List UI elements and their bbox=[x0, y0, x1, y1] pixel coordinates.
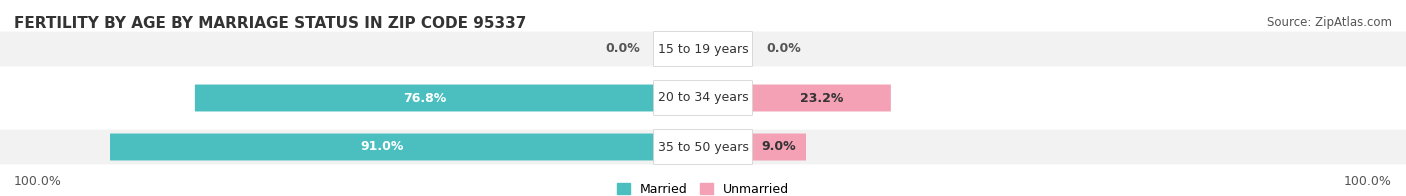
Text: 15 to 19 years: 15 to 19 years bbox=[658, 43, 748, 55]
Text: 100.0%: 100.0% bbox=[14, 175, 62, 188]
FancyBboxPatch shape bbox=[110, 133, 654, 161]
FancyBboxPatch shape bbox=[752, 133, 806, 161]
Text: 91.0%: 91.0% bbox=[360, 141, 404, 153]
Text: 9.0%: 9.0% bbox=[762, 141, 796, 153]
Text: FERTILITY BY AGE BY MARRIAGE STATUS IN ZIP CODE 95337: FERTILITY BY AGE BY MARRIAGE STATUS IN Z… bbox=[14, 16, 526, 31]
FancyBboxPatch shape bbox=[0, 81, 1406, 115]
FancyBboxPatch shape bbox=[654, 130, 752, 164]
FancyBboxPatch shape bbox=[0, 130, 1406, 164]
Text: 23.2%: 23.2% bbox=[800, 92, 844, 104]
Legend: Married, Unmarried: Married, Unmarried bbox=[613, 179, 793, 196]
FancyBboxPatch shape bbox=[654, 32, 752, 66]
Text: 76.8%: 76.8% bbox=[402, 92, 446, 104]
FancyBboxPatch shape bbox=[654, 81, 752, 115]
Text: 0.0%: 0.0% bbox=[766, 43, 801, 55]
FancyBboxPatch shape bbox=[195, 84, 654, 112]
FancyBboxPatch shape bbox=[0, 32, 1406, 66]
Text: Source: ZipAtlas.com: Source: ZipAtlas.com bbox=[1267, 16, 1392, 29]
FancyBboxPatch shape bbox=[752, 84, 891, 112]
Text: 0.0%: 0.0% bbox=[605, 43, 640, 55]
Text: 100.0%: 100.0% bbox=[1344, 175, 1392, 188]
Text: 20 to 34 years: 20 to 34 years bbox=[658, 92, 748, 104]
Text: 35 to 50 years: 35 to 50 years bbox=[658, 141, 748, 153]
